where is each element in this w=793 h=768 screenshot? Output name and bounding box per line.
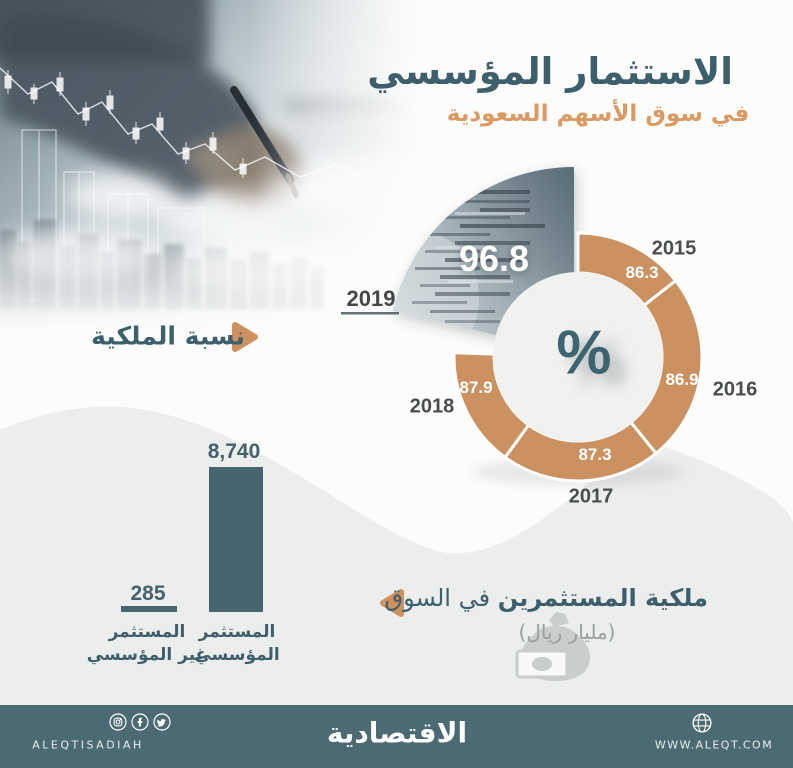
bar-value-non-institutional: 285 (130, 582, 166, 605)
unit-label: (مليار ريال) (518, 620, 616, 644)
donut-value-2017: 87.3 (578, 445, 612, 464)
facebook-icon[interactable] (131, 713, 149, 731)
donut-value-2019: 96.8 (458, 238, 530, 279)
bar-label-line: المستثمر (198, 622, 276, 643)
social-icons (109, 713, 171, 731)
bar-label-non-institutional: المستثمر غير المؤسسي (87, 621, 208, 667)
bar-non-institutional (121, 606, 177, 612)
ownership-section-label: نسبة الملكية (91, 321, 245, 351)
bar-label-line: غير المؤسسي (86, 645, 208, 665)
donut-year-2015: 2015 (651, 237, 697, 260)
brand-logo: الاقتصادية (326, 716, 468, 750)
bar-label-institutional: المستثمر المؤسسي (194, 621, 279, 667)
percent-symbol: % (556, 318, 612, 388)
donut-year-2017: 2017 (568, 485, 614, 508)
website-url[interactable]: WWW.ALEQT.COM (654, 738, 774, 752)
page-subtitle: في سوق الأسهم السعودية (446, 101, 750, 127)
donut-year-2018: 2018 (409, 395, 455, 418)
footer-bar (0, 705, 793, 768)
photo-illustration (0, 0, 420, 332)
market-title-rest: في السوق (384, 584, 491, 612)
bar-label-line: المؤسسي (194, 645, 280, 665)
highlight-year-underline (341, 312, 399, 315)
donut-hole (493, 272, 663, 442)
bar-institutional (209, 467, 263, 612)
donut-year-2016: 2016 (712, 378, 758, 401)
donut-chart-ring (452, 231, 704, 483)
bar-value-institutional: 8,740 (207, 440, 261, 463)
bar-label-line: المستثمر (108, 622, 186, 643)
bar-chart (121, 467, 263, 612)
background-wave (0, 406, 793, 768)
donut-value-2018: 87.9 (459, 378, 493, 397)
market-arrow-icon (380, 589, 404, 617)
instagram-icon[interactable] (109, 713, 127, 731)
globe-icon (692, 713, 712, 733)
donut-value-2015: 86.3 (625, 263, 659, 282)
ownership-arrow-icon (232, 322, 258, 352)
donut-year-2019: 2019 (346, 286, 396, 311)
market-section-title: ملكية المستثمرين في السوق (385, 584, 708, 612)
social-handle: ALEQTISADIAH (32, 738, 144, 752)
twitter-icon[interactable] (153, 713, 171, 731)
market-title-bold: ملكية المستثمرين (497, 584, 708, 612)
page-title: الاستثمار المؤسسي (367, 50, 733, 93)
money-bag-icon (515, 612, 590, 681)
donut-value-2016: 86.9 (665, 370, 699, 389)
